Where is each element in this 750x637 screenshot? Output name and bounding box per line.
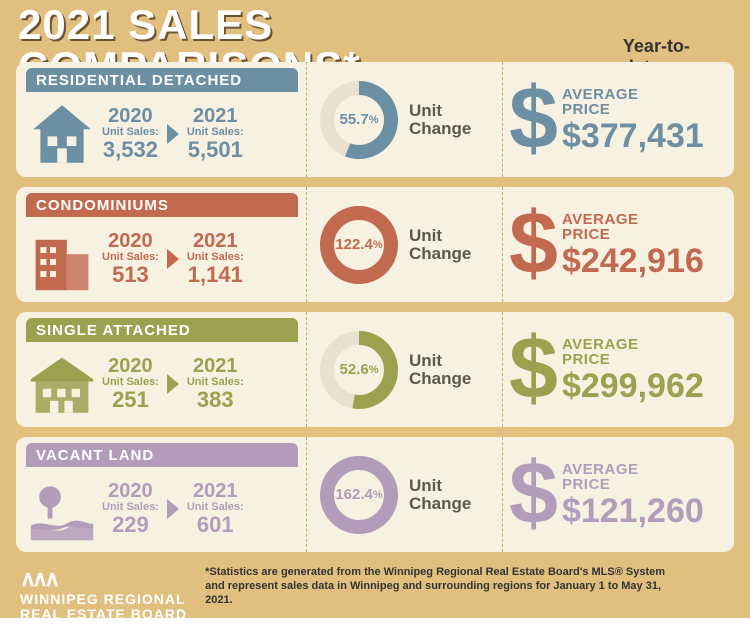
category-col: VACANT LAND 2020Unit Sales:229 2021Unit … — [16, 437, 306, 552]
category-tab: VACANT LAND — [26, 443, 298, 467]
price-block: AVERAGEPRICE $299,962 — [562, 337, 704, 403]
donut-chart: 55.7% — [317, 78, 401, 162]
category-label: SINGLE ATTACHED — [36, 322, 191, 339]
org-url: www.winnipegregionalrealestateboard.ca — [20, 623, 187, 633]
sales-2020: 2020Unit Sales:3,532 — [102, 106, 159, 162]
sales-2021: 2021Unit Sales:1,141 — [187, 231, 244, 287]
category-label: RESIDENTIAL DETACHED — [36, 72, 242, 89]
price-block: AVERAGEPRICE $121,260 — [562, 462, 704, 528]
pct-value: 55.7% — [317, 78, 401, 162]
change-col: 162.4% UnitChange — [306, 437, 502, 552]
category-row: RESIDENTIAL DETACHED 2020Unit Sales:3,53… — [16, 62, 734, 177]
infographic-page: 2021 SALES COMPARISONS* Year-to-date RES… — [0, 0, 750, 618]
category-col: RESIDENTIAL DETACHED 2020Unit Sales:3,53… — [16, 62, 306, 177]
donut-chart: 162.4% — [317, 453, 401, 537]
arrow-icon — [167, 374, 179, 394]
sales-2020: 2020Unit Sales:251 — [102, 356, 159, 412]
category-label: CONDOMINIUMS — [36, 197, 169, 214]
unit-change-label: UnitChange — [409, 352, 471, 388]
sales-2020: 2020Unit Sales:513 — [102, 231, 159, 287]
avg-price-label: AVERAGEPRICE — [562, 337, 704, 367]
pct-value: 162.4% — [317, 453, 401, 537]
pct-value: 52.6% — [317, 328, 401, 412]
category-tab: SINGLE ATTACHED — [26, 318, 298, 342]
arrow-icon — [167, 124, 179, 144]
category-label: VACANT LAND — [36, 447, 154, 464]
org-line2: REAL ESTATE BOARD — [20, 607, 187, 622]
category-row: SINGLE ATTACHED 2020Unit Sales:251 2021U… — [16, 312, 734, 427]
unit-change-label: UnitChange — [409, 477, 471, 513]
arrow-icon — [167, 499, 179, 519]
arrow-icon — [167, 249, 179, 269]
donut-chart: 122.4% — [317, 203, 401, 287]
category-row: VACANT LAND 2020Unit Sales:229 2021Unit … — [16, 437, 734, 552]
price-value: $242,916 — [562, 244, 704, 278]
sales-2021: 2021Unit Sales:5,501 — [187, 106, 244, 162]
land-icon — [26, 473, 98, 545]
sales-2020: 2020Unit Sales:229 — [102, 481, 159, 537]
category-row: CONDOMINIUMS 2020Unit Sales:513 2021Unit… — [16, 187, 734, 302]
unit-change-label: UnitChange — [409, 227, 471, 263]
price-col: $ AVERAGEPRICE $377,431 — [502, 62, 734, 177]
unit-change-label: UnitChange — [409, 102, 471, 138]
donut-chart: 52.6% — [317, 328, 401, 412]
dollar-icon: $ — [509, 74, 558, 162]
footer: ∧∧∧ WINNIPEG REGIONAL REAL ESTATE BOARD … — [0, 562, 750, 637]
logo-roof-icon: ∧∧∧ — [20, 566, 187, 592]
category-tab: RESIDENTIAL DETACHED — [26, 68, 298, 92]
avg-price-label: AVERAGEPRICE — [562, 87, 704, 117]
avg-price-label: AVERAGEPRICE — [562, 212, 704, 242]
price-block: AVERAGEPRICE $377,431 — [562, 87, 704, 153]
dollar-icon: $ — [509, 324, 558, 412]
rows-container: RESIDENTIAL DETACHED 2020Unit Sales:3,53… — [0, 62, 750, 552]
org-line1: WINNIPEG REGIONAL — [20, 592, 187, 607]
change-col: 55.7% UnitChange — [306, 62, 502, 177]
avg-price-label: AVERAGEPRICE — [562, 462, 704, 492]
price-col: $ AVERAGEPRICE $121,260 — [502, 437, 734, 552]
change-col: 122.4% UnitChange — [306, 187, 502, 302]
price-col: $ AVERAGEPRICE $299,962 — [502, 312, 734, 427]
price-value: $121,260 — [562, 494, 704, 528]
price-block: AVERAGEPRICE $242,916 — [562, 212, 704, 278]
price-value: $377,431 — [562, 119, 704, 153]
sales-2021: 2021Unit Sales:601 — [187, 481, 244, 537]
pct-value: 122.4% — [317, 203, 401, 287]
category-col: SINGLE ATTACHED 2020Unit Sales:251 2021U… — [16, 312, 306, 427]
dollar-icon: $ — [509, 449, 558, 537]
price-col: $ AVERAGEPRICE $242,916 — [502, 187, 734, 302]
price-value: $299,962 — [562, 369, 704, 403]
footnote: *Statistics are generated from the Winni… — [205, 566, 665, 607]
house-icon — [26, 98, 98, 170]
duplex-icon — [26, 348, 98, 420]
org-logo: ∧∧∧ WINNIPEG REGIONAL REAL ESTATE BOARD … — [20, 566, 187, 633]
sales-2021: 2021Unit Sales:383 — [187, 356, 244, 412]
condo-icon — [26, 223, 98, 295]
dollar-icon: $ — [509, 199, 558, 287]
title-bar: 2021 SALES COMPARISONS* Year-to-date — [0, 0, 750, 62]
change-col: 52.6% UnitChange — [306, 312, 502, 427]
category-col: CONDOMINIUMS 2020Unit Sales:513 2021Unit… — [16, 187, 306, 302]
category-tab: CONDOMINIUMS — [26, 193, 298, 217]
